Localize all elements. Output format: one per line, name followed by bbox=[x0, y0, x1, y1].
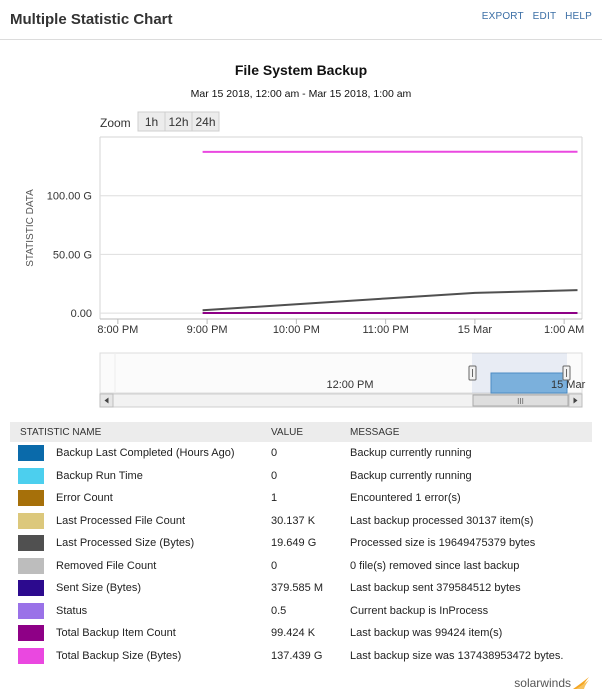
table-row: Removed File Count 0 0 file(s) removed s… bbox=[10, 555, 592, 578]
series-color-swatch bbox=[18, 535, 44, 551]
table-body: Backup Last Completed (Hours Ago) 0 Back… bbox=[10, 442, 592, 667]
statistic-message: Current backup is InProcess bbox=[350, 604, 489, 617]
y-tick-label: 0.00 bbox=[71, 308, 92, 320]
series-color-swatch bbox=[18, 580, 44, 596]
zoom-1h-button[interactable]: 1h bbox=[145, 115, 158, 129]
help-button[interactable]: HELP bbox=[565, 11, 592, 22]
navigator-selected-range[interactable] bbox=[490, 372, 568, 394]
statistic-name: Sent Size (Bytes) bbox=[56, 582, 141, 594]
chart-subtitle: Mar 15 2018, 12:00 am - Mar 15 2018, 1:0… bbox=[191, 88, 412, 100]
series-color-swatch bbox=[18, 490, 44, 506]
widget-header: Multiple Statistic Chart EXPORT EDIT HEL… bbox=[0, 0, 602, 40]
statistic-message: Processed size is 19649475379 bytes bbox=[350, 537, 536, 549]
table-row: Total Backup Item Count 99.424 K Last ba… bbox=[10, 622, 592, 645]
statistic-value: 379.585 M bbox=[271, 582, 323, 594]
scrollbar-thumb[interactable] bbox=[472, 394, 569, 407]
x-tick-label: 8:00 PM bbox=[97, 324, 138, 336]
navigator-range-mask bbox=[472, 353, 567, 393]
zoom-24h-button[interactable]: 24h bbox=[195, 115, 215, 129]
zoom-label: Zoom bbox=[100, 116, 131, 130]
statistic-value: 0 bbox=[271, 447, 278, 459]
table-row: Error Count 1 Encountered 1 error(s) bbox=[10, 487, 592, 510]
navigator[interactable]: 12:00 PM 15 Mar bbox=[99, 352, 586, 394]
export-button[interactable]: EXPORT bbox=[481, 11, 524, 22]
table-header: STATISTIC NAME VALUE MESSAGE bbox=[10, 422, 592, 442]
y-tick-label: 100.00 G bbox=[47, 191, 92, 203]
zoom-buttons: 1h 12h 24h bbox=[137, 111, 220, 132]
series-color-swatch bbox=[18, 445, 44, 461]
scroll-left-arrow-icon bbox=[104, 397, 109, 404]
statistic-value: 1 bbox=[271, 492, 278, 504]
solarwinds-brand: solarwinds bbox=[514, 676, 590, 690]
table-row: Total Backup Size (Bytes) 137.439 G Last… bbox=[10, 645, 592, 668]
table-row: Last Processed Size (Bytes) 19.649 G Pro… bbox=[10, 532, 592, 555]
series-color-swatch bbox=[18, 512, 44, 529]
header-value: VALUE bbox=[271, 427, 304, 438]
table-row: Status 0.5 Current backup is InProcess bbox=[10, 600, 592, 623]
statistic-message: Last backup sent 379584512 bytes bbox=[350, 582, 521, 594]
x-tick-label: 15 Mar bbox=[458, 324, 493, 336]
statistic-message: Backup currently running bbox=[350, 447, 472, 459]
widget-title: Multiple Statistic Chart bbox=[10, 11, 173, 28]
edit-button[interactable]: EDIT bbox=[532, 11, 557, 22]
statistic-message: Last backup was 99424 item(s) bbox=[350, 627, 503, 639]
x-tick-label: 1:00 AM bbox=[544, 324, 584, 336]
statistic-name: Total Backup Size (Bytes) bbox=[56, 649, 182, 662]
statistics-table: STATISTIC NAME VALUE MESSAGE Backup Last… bbox=[10, 422, 592, 667]
statistic-name: Backup Run Time bbox=[56, 469, 143, 482]
statistic-name: Total Backup Item Count bbox=[56, 627, 176, 639]
navigator-edge-label: 15 Mar bbox=[551, 379, 586, 391]
series-color-swatch bbox=[18, 625, 44, 641]
y-tick-label: 50.00 G bbox=[53, 249, 92, 261]
chart-title: File System Backup bbox=[235, 62, 367, 78]
table-row: Backup Last Completed (Hours Ago) 0 Back… bbox=[10, 442, 592, 465]
series-color-swatch bbox=[18, 557, 44, 574]
statistic-value: 137.439 G bbox=[271, 649, 323, 662]
scroll-right-arrow-icon bbox=[573, 397, 578, 404]
statistic-name: Backup Last Completed (Hours Ago) bbox=[56, 447, 235, 459]
series-color-swatch bbox=[18, 602, 44, 619]
solarwinds-logo-icon bbox=[573, 677, 589, 689]
statistic-name: Error Count bbox=[56, 492, 113, 504]
x-tick-label: 10:00 PM bbox=[273, 324, 320, 336]
statistic-message: Backup currently running bbox=[350, 469, 472, 482]
statistic-value: 99.424 K bbox=[271, 627, 316, 639]
table-row: Sent Size (Bytes) 379.585 M Last backup … bbox=[10, 577, 592, 600]
statistic-value: 19.649 G bbox=[271, 537, 317, 549]
statistic-message: Encountered 1 error(s) bbox=[350, 492, 461, 504]
statistic-name: Last Processed File Count bbox=[56, 514, 186, 527]
navigator-scrollbar[interactable]: III bbox=[99, 393, 583, 408]
statistic-value: 0 bbox=[271, 559, 278, 572]
x-tick-label: 11:00 PM bbox=[362, 324, 408, 336]
statistic-message: 0 file(s) removed since last backup bbox=[350, 559, 520, 572]
statistic-value: 0.5 bbox=[271, 604, 287, 617]
table-row: Backup Run Time 0 Backup currently runni… bbox=[10, 465, 592, 488]
header-actions: EXPORT EDIT HELP bbox=[476, 11, 592, 22]
statistic-message: Last backup processed 30137 item(s) bbox=[350, 514, 534, 527]
table-row: Last Processed File Count 30.137 K Last … bbox=[10, 510, 592, 533]
x-tick-label: 9:00 PM bbox=[187, 324, 228, 336]
series-lines bbox=[202, 150, 578, 314]
scrollbar-thumb-grip: III bbox=[517, 397, 524, 406]
navigator-tick-label: 12:00 PM bbox=[326, 379, 373, 391]
statistic-chart: File System Backup Mar 15 2018, 12:00 am… bbox=[25, 62, 586, 408]
series-color-swatch bbox=[18, 467, 44, 484]
header-statistic-name: STATISTIC NAME bbox=[20, 427, 102, 438]
statistic-value: 0 bbox=[271, 469, 278, 482]
statistic-name: Last Processed Size (Bytes) bbox=[56, 537, 195, 549]
statistic-message: Last backup size was 137438953472 bytes. bbox=[350, 649, 564, 662]
header-message: MESSAGE bbox=[350, 427, 400, 438]
brand-name: solarwinds bbox=[514, 676, 571, 690]
plot-area bbox=[99, 136, 583, 319]
series-color-swatch bbox=[18, 647, 44, 664]
statistic-name: Removed File Count bbox=[56, 559, 157, 572]
statistic-value: 30.137 K bbox=[271, 514, 316, 527]
y-axis-ticks: 0.00 50.00 G 100.00 G bbox=[47, 191, 92, 320]
statistic-name: Status bbox=[56, 604, 88, 617]
zoom-12h-button[interactable]: 12h bbox=[168, 115, 188, 129]
y-axis-label: STATISTIC DATA bbox=[25, 189, 36, 267]
x-axis-ticks: 8:00 PM 9:00 PM 10:00 PM 11:00 PM 15 Mar 1:00… bbox=[97, 319, 584, 336]
series-line bbox=[202, 289, 578, 312]
